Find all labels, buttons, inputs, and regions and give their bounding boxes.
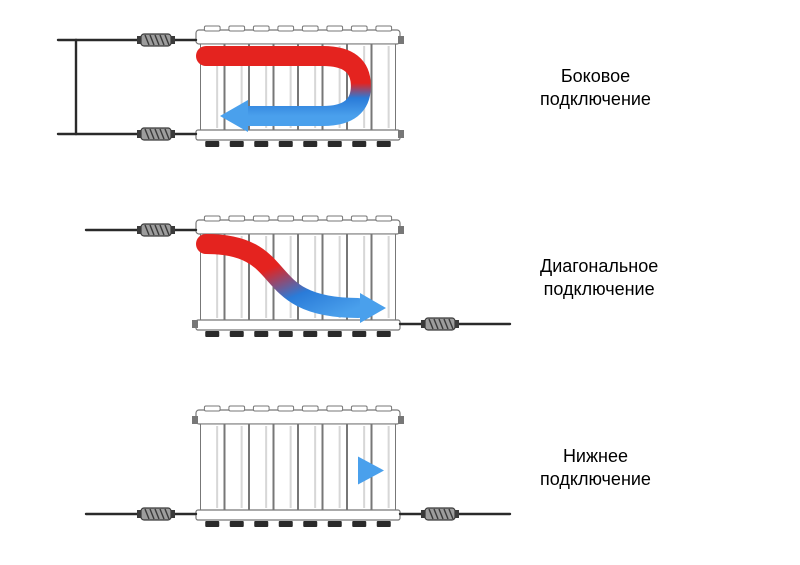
diagram-row-side: Боковое подключение [0,10,800,180]
diagram-row-bottom: Нижнее подключение [0,390,800,560]
diagram-svg-side [0,10,800,180]
diagram-svg-diagonal [0,200,800,370]
diagram-row-diagonal: Диагональное подключение [0,200,800,370]
diagram-label-bottom: Нижнее подключение [540,445,651,490]
diagram-svg-bottom [0,390,800,560]
diagram-label-side: Боковое подключение [540,65,651,110]
diagram-label-diagonal: Диагональное подключение [540,255,658,300]
